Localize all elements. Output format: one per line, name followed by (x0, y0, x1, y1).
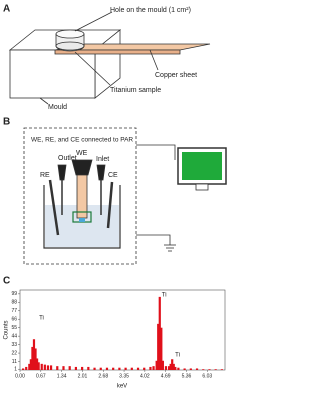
y-tick-label: 22 (11, 350, 17, 356)
y-tick-label: 66 (11, 317, 17, 323)
x-tick-label: 4.69 (161, 373, 171, 379)
y-tick-label: 33 (11, 342, 17, 348)
x-tick-label: 2.68 (98, 373, 108, 379)
mould-label: Mould (48, 104, 67, 111)
peak-label: Ti (39, 316, 44, 322)
dashed-box (23, 127, 137, 265)
connection-label: WE, RE, and CE connected to PAR (31, 137, 133, 144)
x-tick-label: 1.34 (57, 373, 67, 379)
x-tick-label: 0.00 (15, 373, 25, 379)
x-tick-label: 3.35 (119, 373, 129, 379)
y-axis-label: Counts (4, 320, 10, 339)
y-tick-label: 1 (14, 367, 17, 373)
x-tick-label: 2.01 (78, 373, 88, 379)
x-tick-label: 5.36 (182, 373, 192, 379)
mould-drawing (8, 11, 211, 105)
figure: A Hole on the mould (1 cm²) Copper sheet… (3, 4, 227, 390)
panel-label: C (3, 276, 10, 287)
x-tick-label: 0.67 (36, 373, 46, 379)
hole-label: Hole on the mould (1 cm²) (110, 7, 191, 14)
re-label: RE (40, 172, 50, 179)
sample-label: Titanium sample (110, 87, 161, 94)
peak-label: Ti (162, 293, 167, 299)
y-tick-label: 99 (11, 291, 17, 297)
we-label: WE (76, 150, 88, 157)
plot-frame (19, 289, 226, 371)
x-tick-label: 6.03 (202, 373, 212, 379)
y-tick-label: 11 (12, 359, 17, 365)
copper-label: Copper sheet (155, 72, 197, 79)
cell-drawing (43, 144, 227, 252)
inlet-label: Inlet (96, 156, 109, 163)
x-tick-label: 4.02 (140, 373, 150, 379)
panel-label: B (3, 117, 10, 128)
y-tick-label: 55 (11, 325, 17, 331)
y-tick-label: 88 (11, 300, 17, 306)
y-tick-label: 44 (11, 333, 17, 339)
y-tick-label: 77 (11, 308, 17, 314)
x-axis-label: keV (117, 384, 127, 390)
panel-label: A (3, 4, 10, 15)
peak-label: Ti (175, 353, 180, 359)
outlet-label: Outlet (58, 155, 77, 162)
ce-label: CE (108, 172, 118, 179)
